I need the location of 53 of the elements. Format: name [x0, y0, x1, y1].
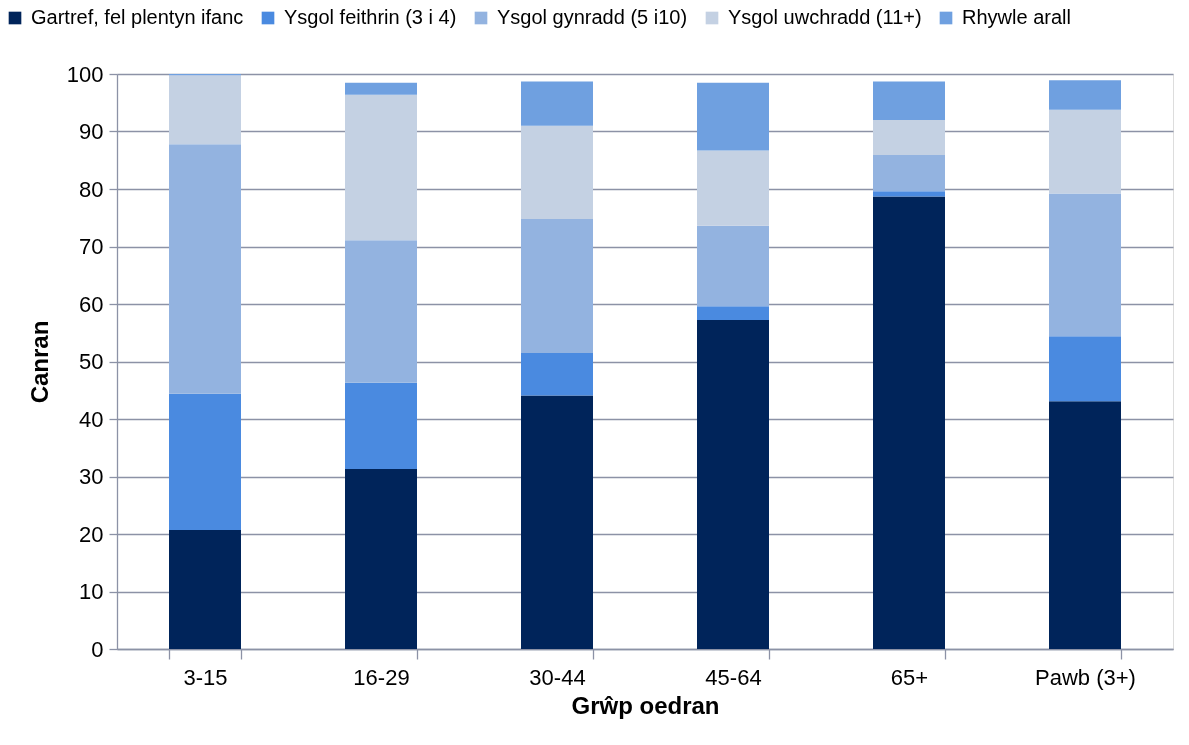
y-tick-label: 40: [79, 406, 104, 432]
bar: [345, 94, 417, 241]
bar: [169, 144, 241, 394]
bar: [873, 155, 945, 192]
bar: [521, 395, 593, 649]
bar: [521, 81, 593, 126]
legend-label: Gartref, fel plentyn ifanc: [31, 6, 244, 28]
x-axis-title: Grŵp oedran: [571, 691, 720, 719]
bar: [1049, 109, 1121, 194]
bar: [169, 529, 241, 649]
x-tick-label: 3-15: [183, 664, 228, 690]
bar: [345, 240, 417, 383]
bar: [873, 81, 945, 120]
bar: [521, 218, 593, 353]
y-tick-label: 20: [79, 521, 104, 547]
bar: [697, 150, 769, 226]
bar: [521, 125, 593, 219]
bar: [873, 120, 945, 156]
bar: [345, 82, 417, 95]
y-tick-label: 60: [79, 291, 104, 317]
y-tick-label: 70: [79, 234, 104, 259]
bar: [873, 191, 945, 197]
y-tick-label: 10: [79, 579, 104, 604]
bar: [1049, 193, 1121, 337]
legend-label: Ysgol feithrin (3 i 4): [284, 6, 457, 28]
x-tick-label: 45-64: [705, 664, 762, 690]
legend-label: Ysgol gynradd (5 i10): [497, 6, 688, 28]
y-axis-title: Canran: [25, 320, 53, 404]
bar: [697, 306, 769, 321]
legend-label: Ysgol uwchradd (11+): [728, 6, 922, 28]
x-tick-label: Pawb (3+): [1035, 664, 1136, 690]
bar: [697, 82, 769, 151]
x-tick-label: 65+: [890, 664, 929, 690]
legend-label: Rhywle arall: [962, 6, 1071, 28]
bar: [169, 393, 241, 530]
bar: [873, 196, 945, 649]
bar: [169, 75, 241, 145]
bar: [521, 352, 593, 396]
bar: [345, 469, 417, 649]
y-tick-label: 80: [79, 176, 104, 202]
bar: [1049, 336, 1121, 402]
bar: [345, 382, 417, 470]
y-tick-label: 50: [79, 349, 104, 374]
bar: [697, 320, 769, 649]
bar: [1049, 401, 1121, 649]
y-tick-label: 90: [79, 119, 104, 144]
x-tick-label: 16-29: [353, 664, 410, 690]
y-tick-label: 30: [79, 464, 104, 489]
y-tick-label: 100: [66, 61, 104, 87]
bar: [1049, 80, 1121, 110]
bar: [697, 225, 769, 307]
x-tick-label: 30-44: [529, 664, 586, 690]
y-tick-label: 0: [91, 636, 104, 662]
